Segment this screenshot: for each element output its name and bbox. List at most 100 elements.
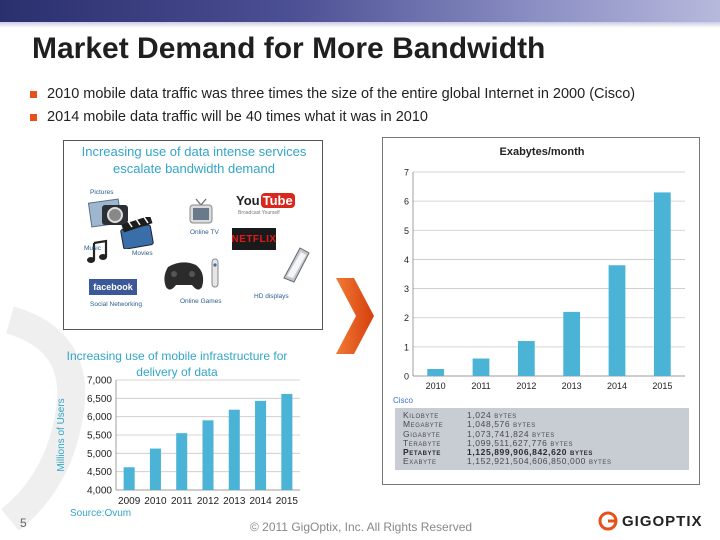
x-tick-label: 2010 [426, 381, 446, 391]
y-axis-title: Millions of Users [56, 398, 67, 471]
y-tick-label: 6,500 [87, 394, 112, 405]
byte-unit-row: Terabyte 1,099,511,627,776 bytes [403, 437, 681, 448]
byte-unit-value: 1,152,921,504,606,850,000 bytes [467, 456, 612, 467]
bullet-text: 2014 mobile data traffic will be 40 time… [47, 109, 428, 125]
y-tick-label: 2 [404, 313, 409, 323]
byte-unit-row: Petabyte 1,125,899,906,842,620 bytes [403, 447, 681, 458]
byte-unit-value: 1,099,511,627,776 bytes [467, 437, 574, 448]
x-tick-label: 2011 [171, 496, 193, 507]
x-tick-label: 2010 [144, 496, 167, 507]
bar-2013 [563, 311, 581, 376]
bar-2015 [281, 393, 293, 490]
bullet-item: 2010 mobile data traffic was three times… [30, 86, 700, 102]
x-tick-label: 2011 [471, 381, 490, 391]
bar-2009 [123, 467, 135, 490]
youtube-tagline: Broadcast Yourself [238, 210, 280, 216]
byte-unit-name: Kilobyte [403, 410, 439, 420]
byte-unit-name: Gigabyte [403, 428, 441, 439]
byte-unit-name: Petabyte [403, 447, 442, 458]
camera-icon [88, 198, 128, 228]
bar-2015 [653, 192, 671, 376]
hd-displays-caption: HD displays [254, 293, 289, 300]
byte-unit-row: Kilobyte 1,024 bytes [403, 410, 681, 420]
y-tick-label: 7 [404, 168, 409, 178]
byte-unit-row: Exabyte 1,152,921,504,606,850,000 bytes [403, 456, 681, 467]
bullet-list: 2010 mobile data traffic was three times… [30, 86, 700, 132]
facebook-text: facebook [93, 282, 133, 292]
hd-display-icon [283, 247, 310, 283]
gigoptix-logo: GIGOPTIX [598, 511, 703, 531]
online-games-caption: Online Games [180, 298, 222, 305]
exabytes-chart: 0 1 2 3 4 5 6 7 2010 2011 2012 2013 2014 2015 [404, 168, 685, 391]
slide-title: Market Demand for More Bandwidth [32, 32, 546, 65]
netflix-logo: NETFLIX [231, 228, 277, 250]
y-tick-label: 1 [404, 342, 409, 352]
online-tv-caption: Online TV [190, 229, 219, 236]
tv-icon [189, 198, 213, 224]
game-controller-icon [164, 258, 219, 290]
bar-2013 [228, 409, 240, 490]
bar-2014 [608, 265, 626, 376]
data-services-box: Increasing use of data intense services … [63, 140, 323, 330]
youtube-tube-text: Tube [260, 193, 295, 208]
bullet-square-icon [30, 113, 37, 121]
source-cisco: Cisco [393, 396, 414, 405]
byte-unit-value: 1,048,576 bytes [467, 419, 536, 430]
youtube-you-text: You [236, 193, 260, 208]
y-tick-label: 4 [404, 255, 409, 265]
page-number: 5 [20, 516, 27, 530]
data-services-title: Increasing use of data intense services … [81, 144, 307, 176]
x-tick-label: 2013 [562, 381, 582, 391]
movie-clapper-icon [120, 217, 154, 249]
bar-2011 [176, 433, 188, 490]
x-tick-label: 2012 [516, 381, 536, 391]
exabytes-panel: Exabytes/month 0 1 2 3 4 5 6 7 2010 2011 2012 2013 2… [382, 137, 700, 485]
x-tick-label: 2009 [118, 496, 141, 507]
gigoptix-swirl-icon [598, 511, 618, 531]
movies-caption: Movies [132, 250, 153, 257]
header-bar [0, 0, 720, 22]
bar-2012 [202, 420, 214, 490]
source-ovum: Source:Ovum [70, 508, 132, 519]
byte-unit-name: Megabyte [403, 419, 444, 430]
exabytes-chart-title: Exabytes/month [499, 146, 585, 158]
bar-2010 [149, 448, 161, 490]
byte-unit-row: Megabyte 1,048,576 bytes [403, 419, 681, 430]
x-tick-label: 2015 [652, 381, 672, 391]
byte-unit-value: 1,125,899,906,842,620 bytes [467, 447, 594, 458]
byte-unit-value: 1,073,741,824 bytes [467, 428, 555, 439]
bar-2011 [472, 358, 490, 376]
gigoptix-logo-text: GIGOPTIX [622, 512, 703, 530]
bar-2014 [255, 400, 267, 490]
byte-unit-name: Terabyte [403, 437, 441, 448]
y-tick-label: 5,500 [87, 431, 112, 442]
y-tick-label: 6,000 [87, 412, 112, 423]
watermark-logo-icon [1, 306, 86, 530]
byte-unit-value: 1,024 bytes [467, 410, 517, 420]
byte-unit-name: Exabyte [403, 456, 437, 467]
y-tick-label: 4,000 [87, 486, 112, 497]
bullet-square-icon [30, 90, 37, 98]
y-tick-label: 5 [404, 226, 409, 236]
y-tick-label: 6 [404, 197, 409, 207]
arrow-right-icon [336, 278, 374, 354]
x-tick-label: 2013 [223, 496, 246, 507]
bullet-item: 2014 mobile data traffic will be 40 time… [30, 109, 700, 125]
pictures-caption: Pictures [90, 189, 114, 196]
x-tick-label: 2014 [249, 496, 272, 507]
copyright-text: © 2011 GigOptix, Inc. All Rights Reserve… [250, 520, 473, 534]
music-caption: Music [84, 245, 101, 252]
social-networking-caption: Social Networking [90, 301, 143, 308]
byte-unit-row: Gigabyte 1,073,741,824 bytes [403, 428, 681, 439]
y-tick-label: 5,000 [87, 449, 112, 460]
mobile-chart-title: Increasing use of mobile infrastructure … [66, 349, 288, 379]
x-tick-label: 2012 [197, 496, 220, 507]
y-tick-label: 0 [404, 372, 409, 382]
bar-2012 [517, 341, 535, 376]
y-tick-label: 3 [404, 284, 409, 294]
byte-units-table: Kilobyte 1,024 bytes Megabyte 1,048,576 … [395, 408, 689, 470]
y-tick-label: 4,500 [87, 467, 112, 478]
youtube-logo: You Tube [236, 193, 295, 208]
netflix-text: NETFLIX [231, 233, 277, 245]
x-tick-label: 2015 [276, 496, 299, 507]
